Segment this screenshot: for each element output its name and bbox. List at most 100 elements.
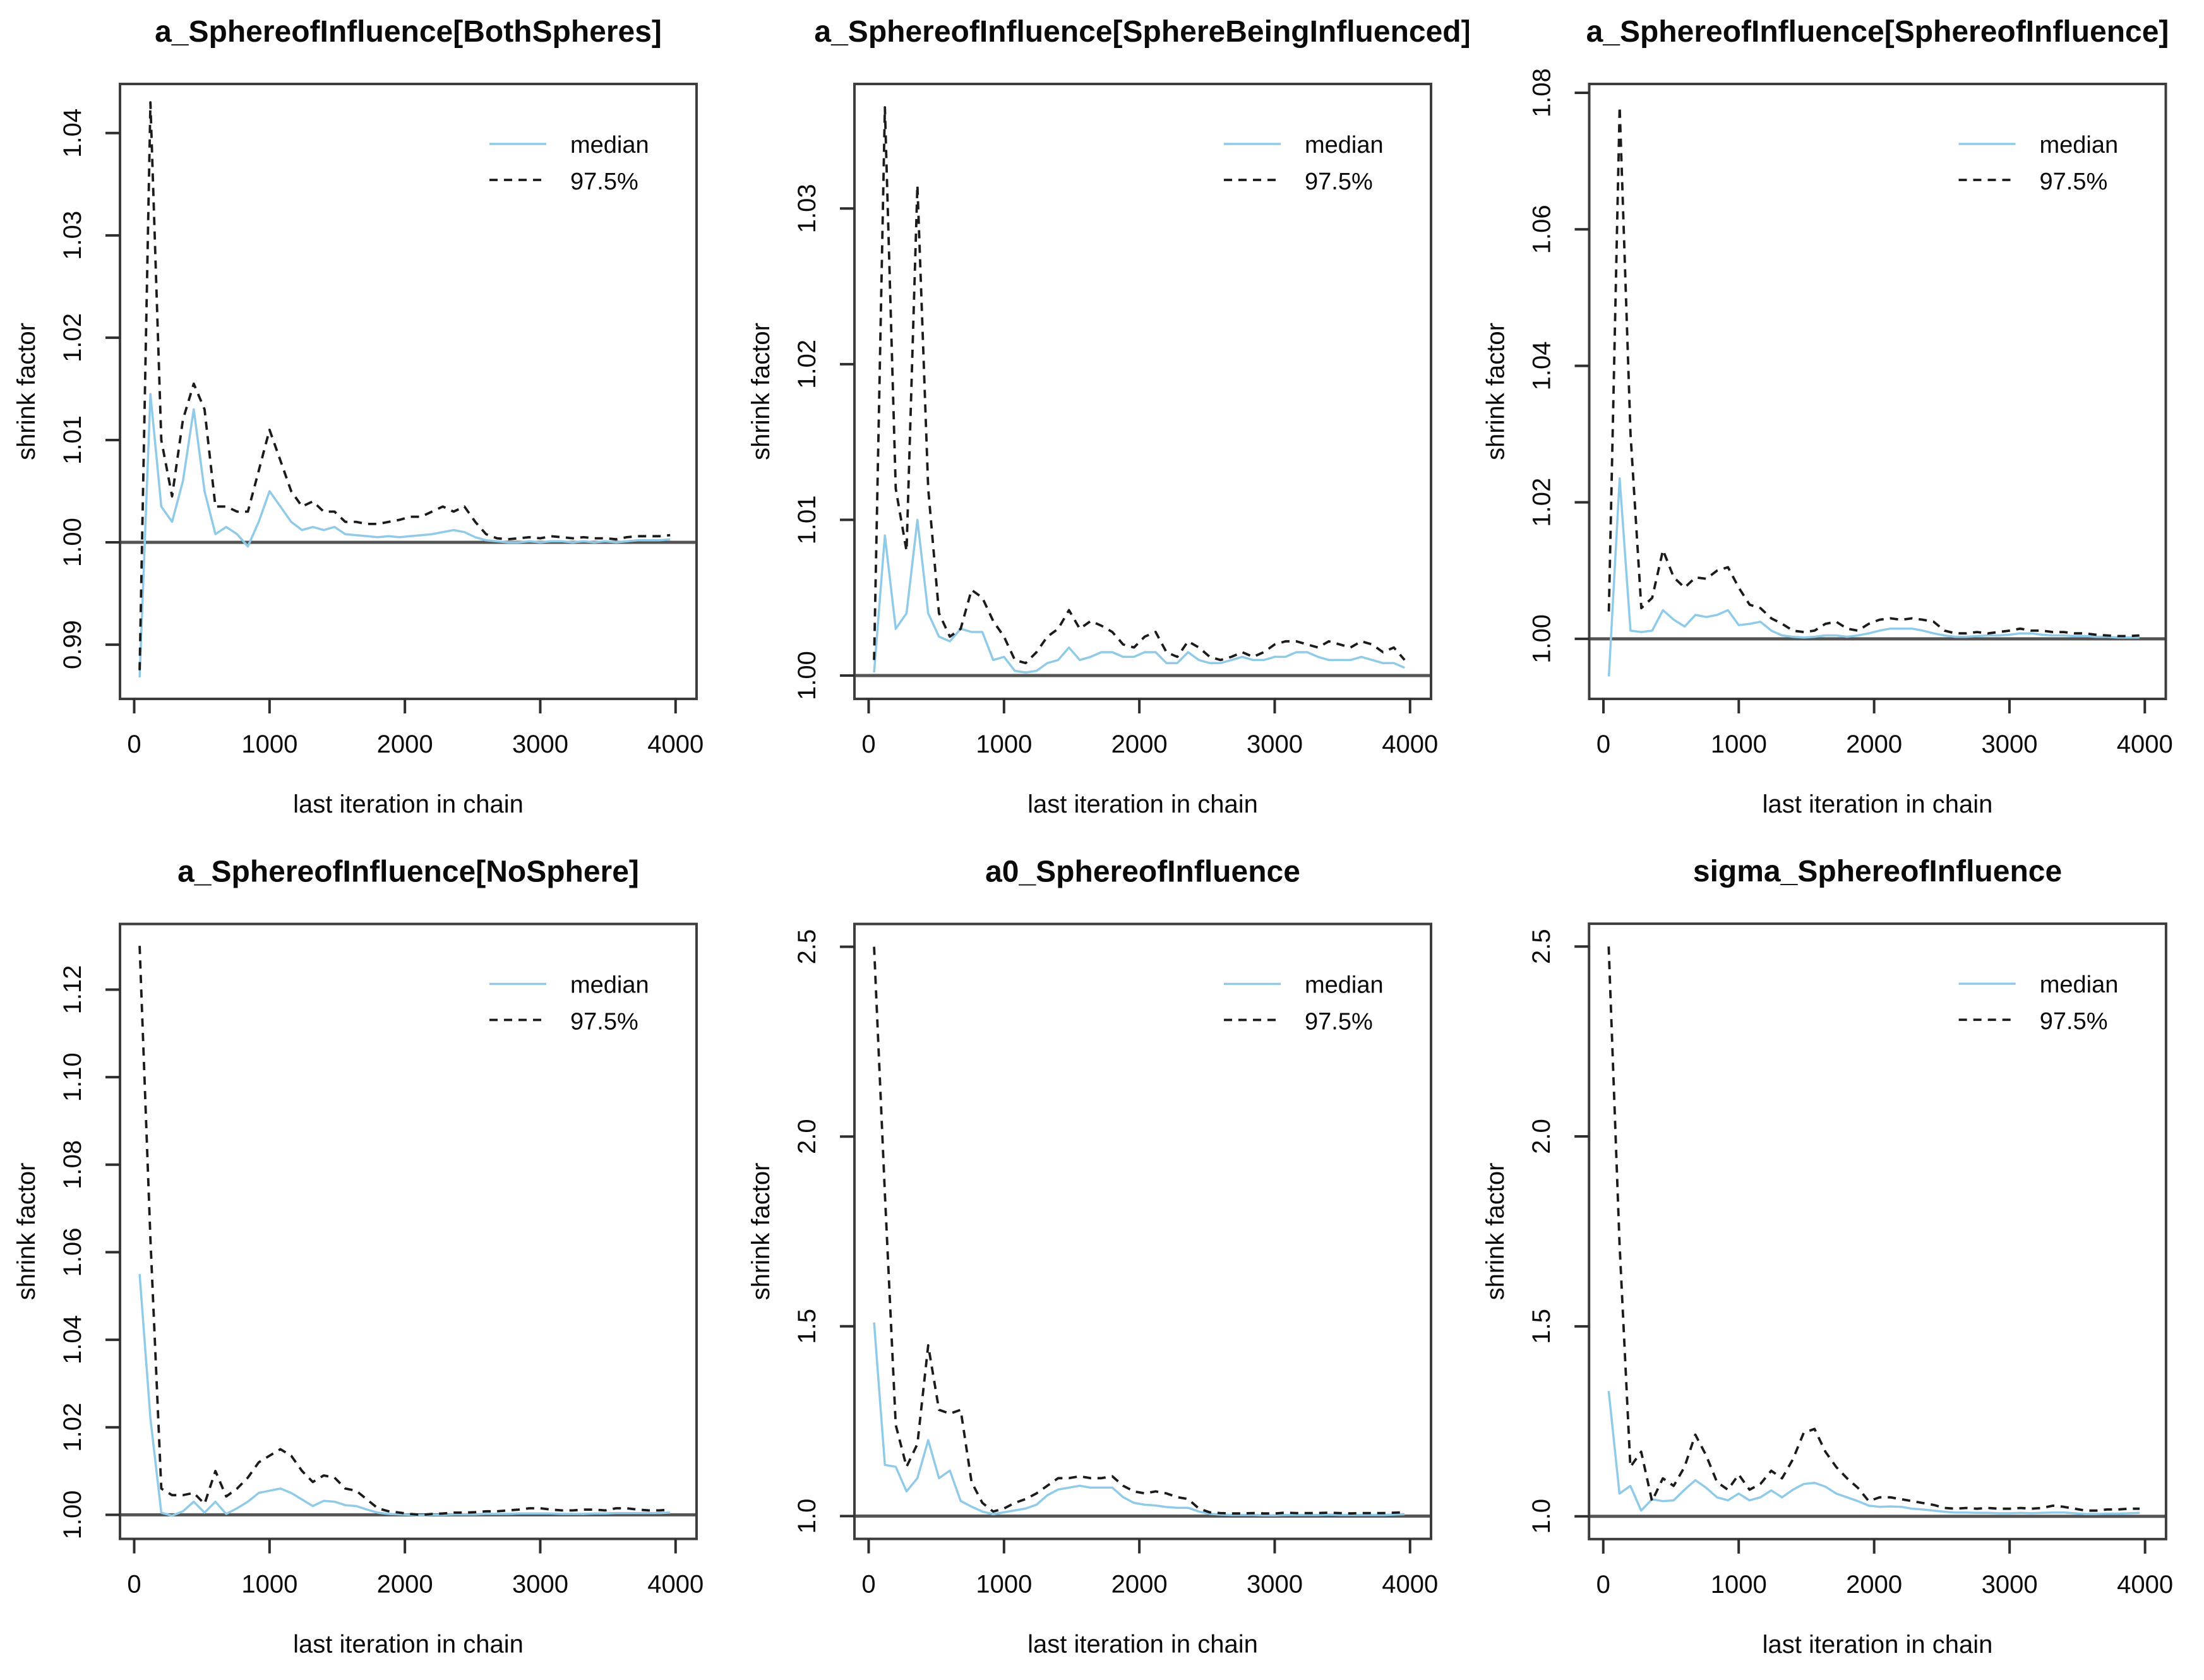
x-axis-label: last iteration in chain [1027,790,1258,818]
x-axis-label: last iteration in chain [1763,1631,1993,1659]
legend-upper-label: 97.5% [1305,169,1373,195]
legend-upper-label: 97.5% [570,1009,638,1035]
plot-box [853,83,1432,700]
upper-quantile-line [138,101,671,670]
legend-median-label: median [570,972,649,999]
x-tick-label: 0 [1596,1571,1610,1599]
x-tick-label: 2000 [1111,730,1168,758]
y-tick-label: 2.5 [793,929,821,965]
median-line [138,393,671,678]
shrink-factor-chart-sphereofinfluence: a_SphereofInfluence[SphereofInfluence] 0 1… [1482,15,2173,818]
x-tick-label: 4000 [1382,1571,1438,1599]
y-tick-label: 1.0 [793,1499,821,1534]
x-tick-label: 3000 [512,1571,568,1599]
y-tick-label: 1.00 [793,651,821,700]
x-tick-label: 0 [127,730,141,758]
y-tick-label: 1.0 [1528,1499,1555,1534]
x-tick-label: 4000 [647,730,704,758]
x-axis-label: last iteration in chain [1763,790,1993,818]
chart-title: a0_SphereofInfluence [985,855,1300,889]
y-tick-label: 1.06 [59,1227,87,1277]
y-tick-label: 1.03 [793,184,821,233]
x-tick-label: 0 [127,1571,141,1599]
y-tick-label: 1.02 [59,313,87,362]
panel-a_SphereofInfluence-SphereBeingInfluenced: a_SphereofInfluence[SphereBeingInfluence… [734,0,1469,840]
legend-median-label: median [1305,132,1384,158]
y-tick-label: 1.00 [59,518,87,567]
y-tick-label: 1.06 [1528,205,1556,254]
median-line [138,1273,671,1517]
x-tick-label: 2000 [377,1571,433,1599]
shrink-factor-chart-sigma: sigma_SphereofInfluence 0 1000 2000 3000 4000… [1482,855,2173,1659]
chart-title: a_SphereofInfluence[BothSpheres] [155,15,662,49]
y-tick-label: 1.04 [1528,342,1556,391]
panel-a0_SphereofInfluence: a0_SphereofInfluence 0 1000 2000 3000 4000 1.0… [734,840,1469,1680]
x-tick-label: 1000 [1711,730,1767,758]
y-axis-label: shrink factor [13,323,40,460]
upper-quantile-line [873,106,1406,665]
upper-quantile-line [1607,105,2140,638]
panel-a_SphereofInfluence-SphereofInfluence: a_SphereofInfluence[SphereofInfluence] 0 1… [1469,0,2204,840]
y-axis-label: shrink factor [1482,323,1510,460]
y-axis-label: shrink factor [13,1163,40,1301]
plot-box [119,922,698,1540]
x-tick-label: 3000 [1247,1571,1303,1599]
y-tick-label: 1.04 [59,1315,87,1364]
legend-median-label: median [2040,132,2119,158]
y-axis-label: shrink factor [747,323,775,460]
y-tick-label: 1.08 [1528,68,1556,117]
y-tick-label: 1.01 [59,415,87,465]
x-tick-label: 3000 [512,730,568,758]
plot-box [119,83,698,700]
plot-box [853,922,1432,1540]
chart-title: a_SphereofInfluence[SphereBeingInfluence… [814,15,1469,49]
y-tick-label: 2.5 [1528,929,1555,964]
legend-upper-label: 97.5% [2040,169,2108,195]
chart-title: sigma_SphereofInfluence [1693,855,2062,888]
y-tick-label: 0.99 [59,620,87,669]
legend-upper-label: 97.5% [1305,1009,1373,1035]
x-tick-label: 0 [861,1571,875,1599]
x-tick-label: 3000 [1981,730,2037,758]
y-tick-label: 1.08 [59,1140,87,1189]
x-tick-label: 1000 [976,1571,1032,1599]
median-line [1607,1390,2140,1515]
upper-quantile-line [138,946,671,1516]
y-tick-label: 1.04 [59,109,87,158]
chart-title: a_SphereofInfluence[SphereofInfluence] [1586,15,2169,49]
upper-quantile-line [873,946,1405,1515]
y-tick-label: 2.0 [1528,1119,1555,1154]
y-tick-label: 1.02 [793,340,821,389]
x-axis-label: last iteration in chain [1027,1631,1258,1659]
x-tick-label: 2000 [1846,1571,1902,1599]
x-tick-label: 4000 [2117,1571,2173,1599]
median-line [873,1322,1405,1516]
panel-sigma_SphereofInfluence: sigma_SphereofInfluence 0 1000 2000 3000 4000… [1469,840,2204,1680]
x-axis-label: last iteration in chain [293,790,524,818]
x-tick-label: 1000 [976,730,1032,758]
shrink-factor-chart-a0: a0_SphereofInfluence 0 1000 2000 3000 4000 1.0… [747,855,1438,1659]
x-tick-label: 1000 [241,1571,297,1599]
median-line [873,518,1405,674]
shrink-factor-chart-spherebeinginfluenced: a_SphereofInfluence[SphereBeingInfluence… [747,15,1469,818]
legend-upper-label: 97.5% [2040,1008,2108,1035]
y-tick-label: 1.02 [59,1403,87,1452]
y-tick-label: 1.10 [59,1052,87,1102]
panel-a_SphereofInfluence-BothSpheres: a_SphereofInfluence[BothSpheres] 0 1000 200… [0,0,734,840]
y-axis-label: shrink factor [747,1163,775,1301]
x-tick-label: 2000 [1846,730,1902,758]
y-tick-label: 1.5 [793,1309,821,1344]
x-tick-label: 1000 [241,730,297,758]
y-axis-label: shrink factor [1482,1162,1509,1300]
x-tick-label: 3000 [1982,1571,2038,1599]
x-tick-label: 4000 [647,1571,704,1599]
x-axis-label: last iteration in chain [293,1631,524,1659]
x-tick-label: 3000 [1247,730,1303,758]
legend-median-label: median [1305,972,1384,999]
shrink-factor-chart-bothspheres: a_SphereofInfluence[BothSpheres] 0 1000 200… [13,15,704,818]
y-tick-label: 1.5 [1528,1309,1555,1344]
y-tick-label: 1.03 [59,211,87,260]
panel-a_SphereofInfluence-NoSphere: a_SphereofInfluence[NoSphere] 0 1000 2000 30… [0,840,734,1680]
x-tick-label: 2000 [377,730,433,758]
